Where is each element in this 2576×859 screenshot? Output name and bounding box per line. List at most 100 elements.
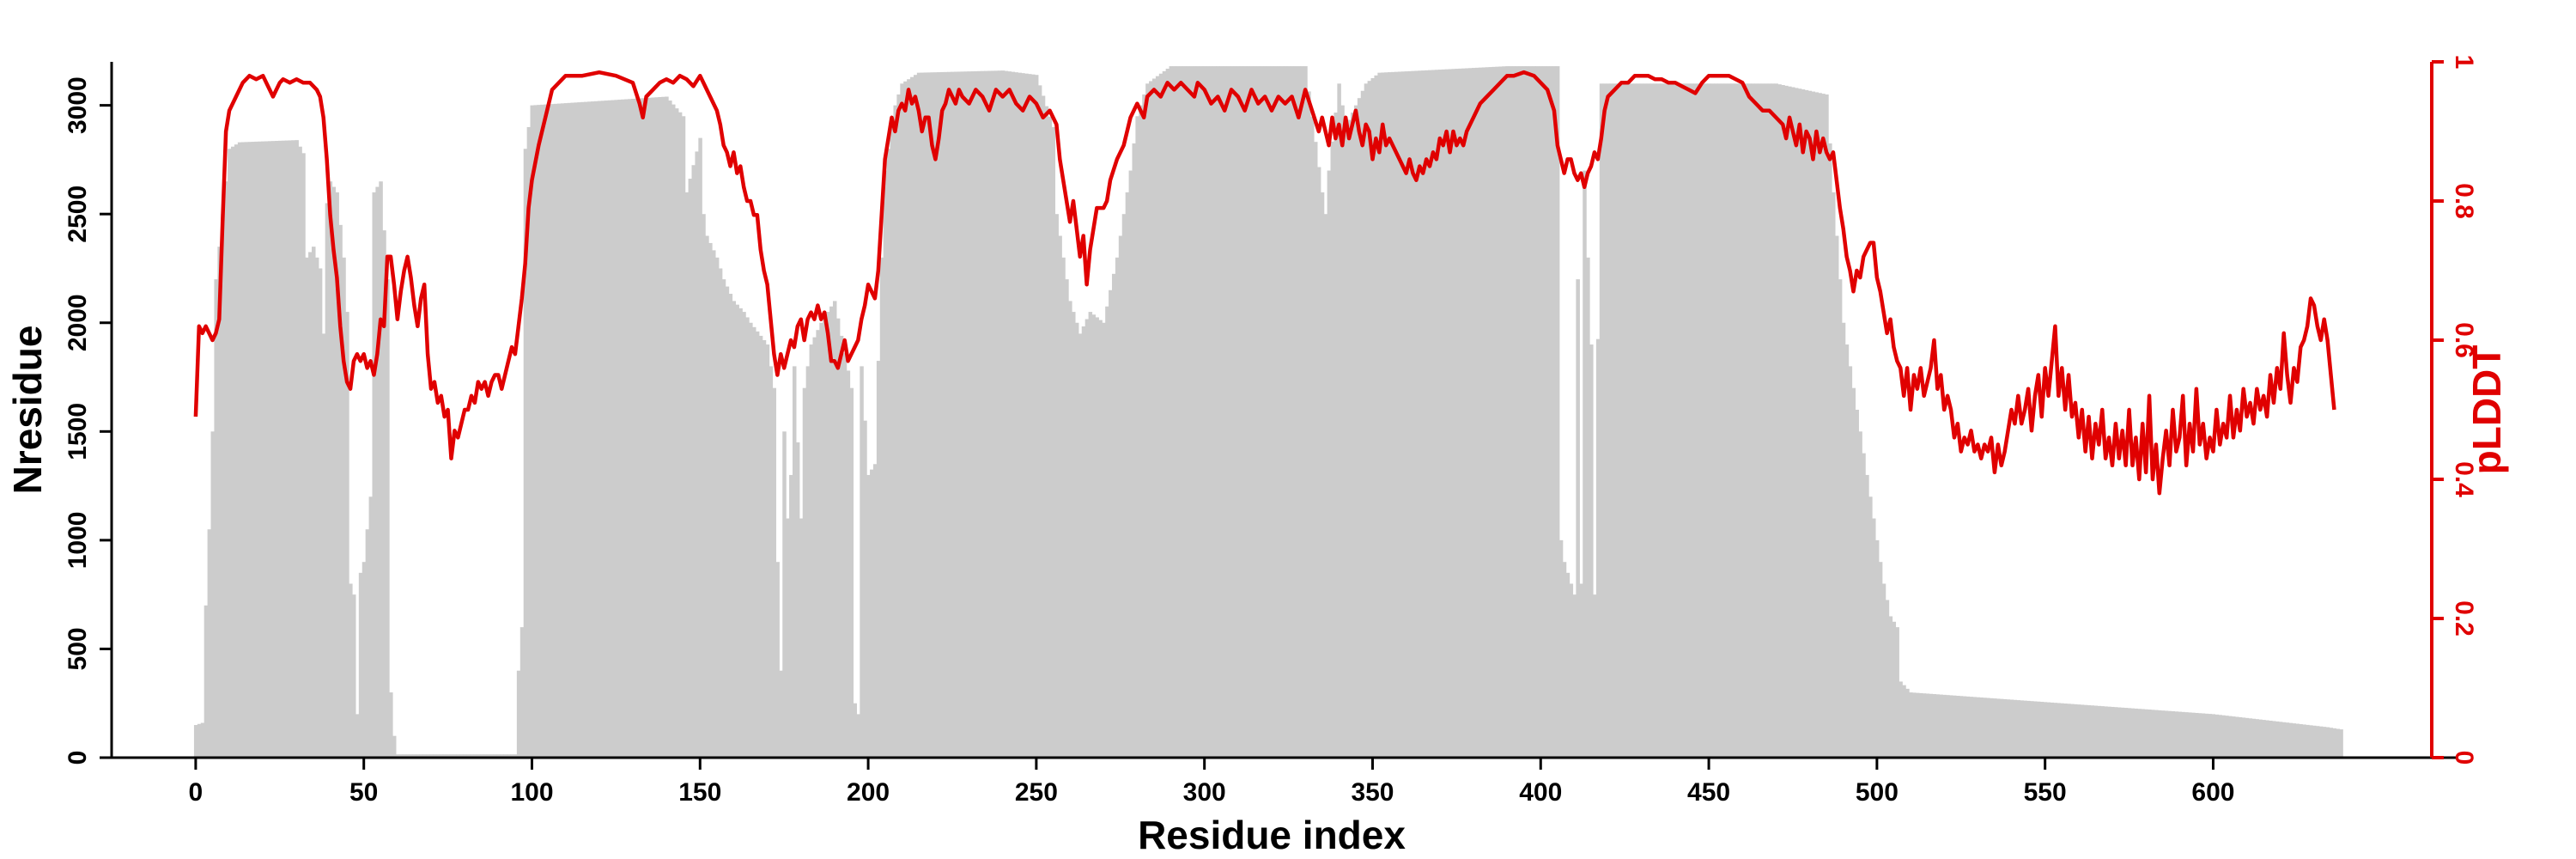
bar: [446, 754, 451, 758]
bar: [483, 754, 488, 758]
bar: [1437, 70, 1443, 758]
bar: [769, 366, 774, 758]
bar: [755, 331, 760, 758]
bar: [503, 754, 507, 758]
bar: [1162, 70, 1167, 758]
bar: [775, 562, 780, 758]
bar: [1109, 289, 1113, 758]
bar: [1565, 572, 1571, 758]
bar: [1344, 126, 1348, 758]
bar: [611, 100, 616, 758]
bar: [1172, 66, 1176, 758]
bar: [1946, 695, 1950, 758]
bar: [967, 71, 972, 758]
bar: [1279, 66, 1285, 758]
bar: [2288, 722, 2293, 758]
bar: [2245, 717, 2250, 758]
bar: [1195, 66, 1200, 758]
bar: [883, 170, 888, 758]
bar: [1949, 695, 1953, 758]
bar: [782, 431, 787, 758]
bar: [2255, 719, 2259, 758]
bar: [907, 79, 911, 758]
bar: [1670, 83, 1674, 758]
bar: [1084, 319, 1090, 758]
bar: [1293, 66, 1297, 758]
bar: [2211, 714, 2216, 758]
bar: [466, 754, 471, 758]
bar: [1990, 698, 1994, 758]
bar: [1704, 83, 1708, 758]
bar: [1892, 621, 1897, 758]
bar: [1256, 66, 1261, 758]
bar: [214, 279, 218, 758]
bar: [298, 146, 302, 758]
bar: [1360, 90, 1365, 758]
bar: [1676, 83, 1681, 758]
bar: [1649, 83, 1655, 758]
bar: [523, 149, 528, 758]
bar: [197, 723, 202, 758]
bar: [1169, 66, 1174, 758]
bar: [1757, 83, 1762, 758]
bar: [1902, 685, 1906, 758]
y-tick-label-left: 2500: [64, 186, 92, 243]
x-tick-label: 300: [1183, 778, 1226, 807]
bar: [338, 224, 343, 758]
bar: [779, 670, 783, 758]
bar: [240, 142, 246, 758]
bar: [1868, 497, 1873, 758]
bar: [997, 70, 1002, 758]
bar: [2104, 706, 2108, 758]
bar: [547, 104, 551, 758]
bar: [1858, 431, 1862, 758]
bar: [1024, 73, 1029, 758]
bar: [456, 754, 460, 758]
bar: [795, 442, 800, 758]
bar: [489, 754, 495, 758]
y-tick-label-left: 0: [64, 751, 92, 765]
bar: [712, 250, 716, 758]
bar: [442, 754, 447, 758]
bar: [896, 94, 901, 758]
bar: [2278, 722, 2283, 758]
bar: [486, 754, 491, 758]
bar: [1881, 583, 1886, 758]
bar: [1586, 257, 1590, 758]
bar: [1922, 693, 1927, 758]
bar: [758, 335, 763, 758]
bar: [1905, 688, 1910, 758]
bar: [1834, 235, 1839, 758]
bar: [1176, 66, 1180, 758]
bar: [1182, 66, 1187, 758]
bar: [1707, 83, 1711, 758]
bar: [2241, 717, 2246, 758]
bar: [1441, 69, 1446, 758]
bar: [1619, 83, 1624, 758]
bar: [698, 137, 702, 758]
bar: [587, 101, 592, 758]
bar: [1286, 66, 1291, 758]
bar: [2148, 710, 2152, 758]
bar: [544, 104, 548, 758]
bar: [1337, 83, 1341, 758]
bar: [345, 312, 349, 758]
bar: [1599, 83, 1604, 758]
bar: [1528, 66, 1534, 758]
bar: [419, 754, 423, 758]
bar: [1018, 72, 1022, 758]
bar: [665, 96, 669, 758]
bar: [624, 99, 629, 758]
bar: [1855, 410, 1859, 758]
bar: [1340, 105, 1345, 758]
bar: [2026, 700, 2031, 758]
axes-layer: 0 50 100 150 200 250 300 350 400 450 500 550 600 0 500…: [64, 55, 2478, 807]
bar: [1132, 143, 1137, 758]
bar: [563, 103, 568, 758]
bar: [2043, 702, 2048, 758]
bar: [507, 754, 511, 758]
bar: [721, 279, 726, 758]
bar: [1495, 66, 1499, 758]
bar: [2097, 705, 2101, 758]
bar: [429, 754, 434, 758]
